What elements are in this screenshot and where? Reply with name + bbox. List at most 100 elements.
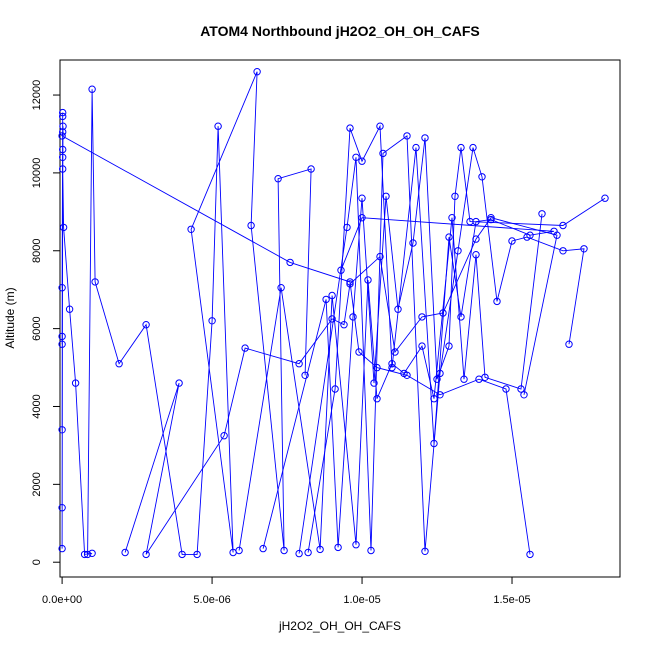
data-point [391,348,399,356]
data-point [454,247,462,255]
data-point [472,217,480,226]
data-point [346,124,354,132]
data-point [349,313,357,321]
data-point [526,550,534,559]
x-tick-label: 0.0e+00 [42,594,82,606]
data-point [328,291,336,300]
data-point [280,546,288,555]
data-point [322,295,330,304]
data-point [65,305,74,313]
data-point [58,284,66,292]
series-line-4 [238,213,543,551]
data-point [448,214,456,222]
data-point [487,215,495,224]
data-point [142,321,150,329]
data-point [59,128,67,136]
y-tick-label: 10000 [31,158,43,189]
data-point [331,385,339,393]
data-point [409,239,417,247]
data-point [430,439,438,448]
data-point [316,545,324,554]
data-point [358,157,366,165]
data-point [259,544,267,553]
data-point [175,379,183,387]
data-point [59,165,67,173]
data-point [142,550,150,559]
series-line-6 [298,135,585,554]
data-point [379,149,387,158]
chart-title: ATOM4 Northbound jH2O2_OH_OH_CAFS [200,23,480,39]
data-point [436,391,444,399]
data-point [601,194,609,202]
data-point [58,340,66,348]
data-point [343,223,351,232]
x-axis-label: jH2O2_OH_OH_CAFS [278,619,401,633]
data-point [421,547,429,555]
x-axis: 0.0e+00 5.0e-06 1.0e-05 1.5e-05 [42,576,531,606]
data-point [445,342,453,350]
data-point [478,173,486,181]
data-point [421,134,429,142]
data-point [472,251,480,259]
data-point [274,175,282,183]
y-axis: 0 2000 4000 6000 8000 10000 12000 [31,80,61,565]
data-point [71,379,80,387]
data-point [370,379,378,387]
data-point [334,543,342,552]
data-point [59,223,68,232]
data-point [388,363,396,372]
data-point [418,342,426,350]
series-line-1 [61,112,531,555]
data-point [295,360,303,368]
data-point [115,360,123,368]
data-point [214,122,222,130]
data-point [373,395,381,403]
data-point [58,332,66,341]
data-point [178,550,186,559]
y-tick-label: 2000 [31,472,43,496]
data-point [58,504,66,512]
plot-frame [59,59,621,578]
data-point [445,233,453,241]
data-point [83,550,92,559]
data-point [538,210,546,218]
data-point [358,214,366,222]
data-point [364,276,372,284]
x-tick-label: 1.5e-05 [493,594,530,606]
data-point [565,340,573,348]
data-point [241,344,249,352]
data-point [286,258,294,267]
data-point [469,143,477,152]
y-tick-label: 12000 [31,80,43,111]
data-point [526,231,534,239]
data-point [376,122,384,130]
data-point [358,194,366,202]
series-line-7 [307,124,555,553]
data-point [220,432,228,440]
data-point [295,549,303,558]
data-point [403,132,411,140]
data-point [457,143,465,152]
data-point [58,132,66,140]
y-tick-label: 8000 [31,239,43,263]
data-point [412,143,420,152]
data-point [508,237,516,245]
data-point [58,426,66,434]
data-point [481,373,489,381]
data-point [457,313,465,321]
data-point [59,153,67,162]
data-point [88,85,96,93]
data-point [517,385,525,393]
data-point [367,546,375,555]
data-point [436,369,444,378]
data-point [59,108,67,117]
data-point [352,541,360,549]
data-point [355,348,363,356]
data-point [352,153,360,162]
data-point [328,315,336,323]
data-point [58,544,66,553]
data-point [400,369,408,378]
data-point [91,278,99,286]
data-point [382,192,390,201]
